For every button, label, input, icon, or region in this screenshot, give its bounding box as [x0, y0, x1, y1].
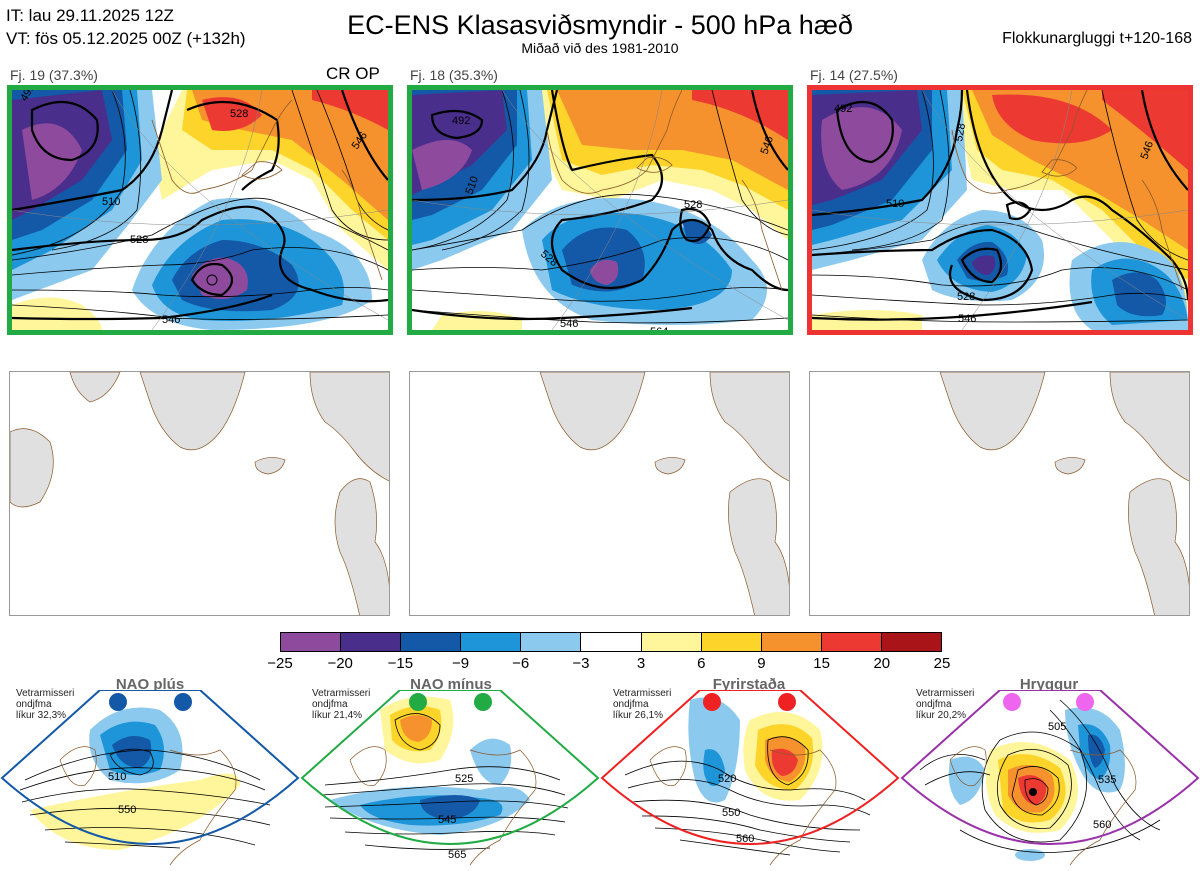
contour-label: 546: [759, 135, 777, 156]
regime-1-title: NAO plús: [115, 676, 185, 693]
regime-2-info: Vetrarmisseri ondjfma líkur 21,4%: [312, 688, 371, 721]
colorbar-swatch: [460, 633, 521, 651]
contour-label: 528: [684, 199, 702, 211]
regime-4-title: Hryggur: [1019, 676, 1079, 693]
contour-label: 510: [886, 198, 904, 210]
colorbar-tick-label: 6: [697, 655, 706, 672]
contour-label: 564: [650, 326, 668, 330]
colorbar-tick-label: −6: [512, 655, 530, 672]
base-map-land: [10, 372, 389, 615]
contour-label: 546: [162, 314, 180, 326]
colorbar-tick-label: 9: [757, 655, 766, 672]
colorbar-swatch: [520, 633, 581, 651]
colorbar-ticks: −25 −20 −15 −9 −6 −3 3 6 9 15 20 25: [267, 655, 950, 675]
initial-time: IT: lau 29.11.2025 12Z: [6, 6, 174, 25]
regime-1-marker: [174, 693, 192, 711]
blank-map-3: [809, 371, 1190, 616]
classification-window: Flokkunargluggi t+120-168: [1002, 30, 1192, 47]
cluster-2-map: 492 510 528 546 528 546 564: [407, 85, 793, 335]
base-map-land: [539, 372, 789, 615]
valid-time: VT: fös 05.12.2025 00Z (+132h): [6, 29, 246, 48]
contour-label: 528: [953, 122, 968, 142]
contour-label: 560: [736, 833, 754, 845]
contour-label: 545: [438, 814, 456, 826]
colorbar-swatch: [880, 633, 942, 651]
colorbar-tick-label: −3: [572, 655, 590, 672]
colorbar-tick-label: −20: [327, 655, 353, 672]
regime-1-info: Vetrarmisseri ondjfma líkur 32,3%: [16, 688, 75, 721]
cluster-2-anomaly-field: 492 510 528 546 528 546 564: [412, 90, 788, 330]
colorbar-swatch: [281, 633, 341, 651]
contour-label: 510: [102, 196, 120, 208]
contour-label: 546: [1139, 140, 1157, 161]
contour-label: 510: [464, 175, 482, 196]
regime-1-marker: [109, 693, 127, 711]
regime-4-marker: [1076, 693, 1094, 711]
contour-label: 510: [108, 771, 126, 783]
contour-label: 535: [1098, 774, 1116, 786]
regime-4-info: Vetrarmisseri ondjfma líkur 20,2%: [916, 688, 975, 721]
colorbar-swatch: [700, 633, 761, 651]
contour-label: 492: [452, 115, 470, 127]
cluster-3-anomaly-field: 492 510 528 546 528 546: [812, 90, 1188, 330]
contour-label: 520: [718, 773, 736, 785]
regime-2-title: NAO mínus: [410, 676, 492, 693]
blank-map-1: [9, 371, 390, 616]
contour-label: 560: [1093, 819, 1111, 831]
page-title: EC-ENS Klasasviðsmyndir - 500 hPa hæð: [347, 10, 853, 40]
contour-label: 528: [957, 291, 975, 303]
regime-2-marker: [409, 693, 427, 711]
colorbar-swatch: [580, 633, 641, 651]
contour-label: 546: [958, 313, 976, 325]
colorbar-tick-label: −15: [387, 655, 414, 672]
colorbar-swatch: [640, 633, 701, 651]
colorbar-swatch: [820, 633, 881, 651]
regime-2-marker: [474, 693, 492, 711]
contour-label: 546: [560, 318, 578, 330]
cluster-3-label: Fj. 14 (27.5%): [810, 67, 898, 83]
regime-4-map: 505 535 560: [900, 690, 1200, 866]
cluster-1-anomaly-field: 492 510 528 546 528 546: [12, 90, 388, 330]
page-subtitle: Miðað við des 1981-2010: [521, 40, 679, 56]
contour-label: 528: [130, 234, 148, 246]
regime-3-info: Vetrarmisseri ondjfma líkur 26,1%: [613, 688, 672, 721]
regime-maps: 510 550 525 545 565: [0, 690, 1200, 866]
colorbar-tick-label: −25: [267, 655, 293, 672]
header-info: IT: lau 29.11.2025 12Z VT: fös 05.12.202…: [6, 4, 246, 50]
cluster-1-tag: CR OP: [326, 64, 380, 83]
colorbar-tick-label: 20: [873, 655, 891, 672]
regime-1-map: 510 550: [0, 690, 300, 866]
cluster-1-label: Fj. 19 (37.3%): [10, 67, 98, 83]
colorbar-swatch: [340, 633, 401, 651]
colorbar-tick-label: 3: [636, 655, 646, 672]
regime-3-title: Fyrirstaða: [712, 676, 786, 693]
regime-3-map: 520 550 560: [600, 690, 900, 866]
contour-label: 550: [118, 804, 136, 816]
colorbar-swatch: [760, 633, 821, 651]
regime-4-marker: [1003, 693, 1021, 711]
colorbar-tick-label: 25: [933, 655, 951, 672]
colorbar-swatch: [400, 633, 461, 651]
cluster-3-map: 492 510 528 546 528 546: [807, 85, 1193, 335]
regime-3-marker: [778, 693, 796, 711]
contour-label: 492: [834, 103, 852, 115]
colorbar-tick-label: −9: [451, 655, 470, 672]
regime-2-map: 525 545 565: [300, 690, 600, 866]
contour-label: 528: [230, 108, 248, 120]
contour-label: 565: [448, 849, 466, 861]
cluster-2-label: Fj. 18 (35.3%): [410, 67, 498, 83]
cluster-1-map: 492 510 528 546 528 546: [7, 85, 393, 335]
colorbar-tick-label: 15: [813, 655, 830, 672]
blank-map-2: [409, 371, 790, 616]
contour-label: 550: [722, 807, 740, 819]
contour-label: 525: [455, 773, 473, 785]
colorbar: [280, 632, 942, 652]
contour-label: 505: [1048, 721, 1066, 733]
regime-3-marker: [703, 693, 721, 711]
base-map-land: [939, 372, 1189, 615]
